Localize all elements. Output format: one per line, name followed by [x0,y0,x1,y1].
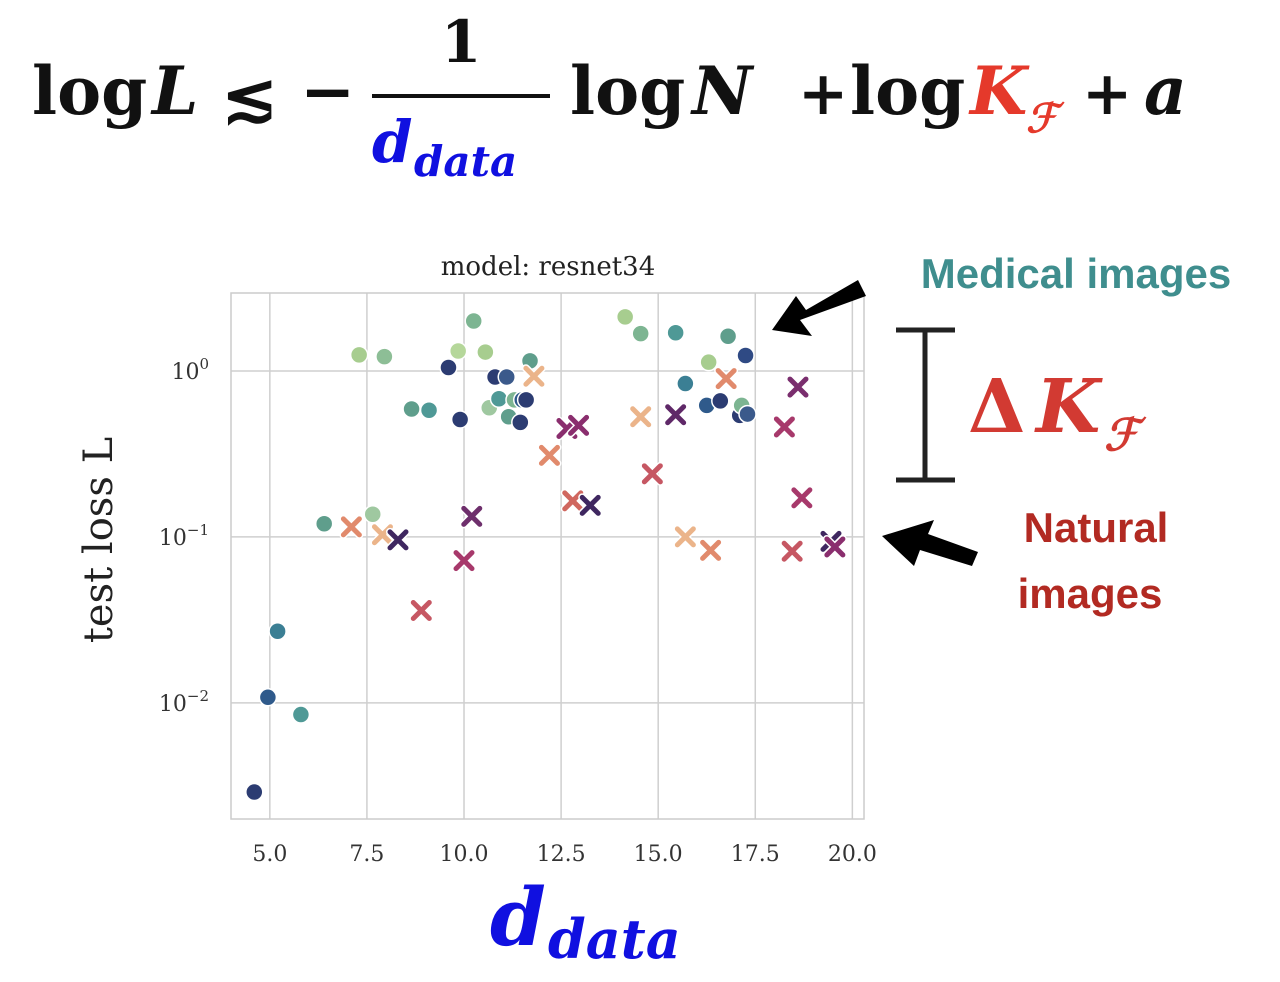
y-tick-label: 100 [171,355,209,385]
medical-arrow-icon [772,280,866,336]
circle-point [666,323,685,342]
y-tick-label: 10−2 [159,687,209,717]
x-point [410,600,432,622]
circle-point [450,410,470,429]
x-point [824,536,846,558]
x-point [630,406,652,428]
x-point [562,490,584,512]
circle-point [699,352,718,372]
equation-lhs-var: L [150,52,198,130]
circle-point [245,782,264,802]
resnet34-scatter-figure: 5.0 7.5 10.0 12.5 15.0 17.5 20.0 100 10−1 10−2 mo… [76,250,1231,971]
x-point [773,416,795,438]
circle-point [291,705,311,724]
x-point [523,365,545,387]
equation-plus-1: + [798,59,848,129]
delta-k-sub: ℱ [1104,410,1147,461]
x-point [715,368,737,390]
x-point [538,444,560,466]
data-points [245,307,847,802]
plot-grid [231,293,864,819]
x-axis-label-main: d [490,870,546,964]
delta-k-var: K [1034,364,1103,450]
natural-images-label-line1: Natural [1024,504,1169,551]
circle-point [419,400,439,420]
delta-bracket [896,327,955,483]
circle-point [448,341,468,361]
x-point [387,529,409,551]
equation-denominator-d: d [372,108,413,176]
chart-title: model: resnet34 [441,252,656,282]
delta-symbol: Δ [968,364,1025,450]
circle-point [615,307,635,327]
x-point [791,487,813,509]
circle-point [258,688,278,707]
circle-point [402,399,421,419]
circle-point [464,311,483,331]
equation-lhs-log: log [32,52,147,130]
x-tick-label: 17.5 [731,842,780,867]
natural-images-label-line2: images [1018,570,1163,617]
x-axis-label-sub: data [548,907,681,971]
equation-minus: − [300,52,355,130]
circle-point [516,390,536,410]
circle-point [363,504,382,524]
equation-log-n: log [570,52,685,130]
circle-point [738,404,757,424]
natural-arrow-icon [882,520,978,566]
x-point [453,550,475,572]
equation-relation: ≲ [222,58,277,136]
circle-point [476,342,495,362]
y-axis-label: test loss L [76,437,122,643]
x-point [665,404,687,426]
equation-plus-2: + [1082,59,1132,129]
plot-frame [230,292,865,820]
equation-n-var: N [690,52,755,130]
circle-point [489,389,509,409]
x-tick-label: 7.5 [349,842,384,867]
x-point [674,526,696,548]
circle-point [511,413,530,432]
circle-point [268,622,287,641]
circle-point [711,391,730,411]
equation-k-var: K [968,52,1030,130]
equation-k-sub: ℱ [1026,95,1065,142]
equation-log-k: log [850,52,965,130]
equation-a-var: a [1144,52,1187,130]
scaling-law-equation: log L ≲ − 1 d data log N + log K ℱ + a [32,8,1187,186]
x-tick-label: 5.0 [252,842,287,867]
y-tick-label: 10−1 [159,521,209,551]
medical-images-label: Medical images [921,250,1231,297]
circle-point [718,326,738,346]
x-point [568,414,590,436]
x-tick-label: 12.5 [537,842,586,867]
circle-point [439,358,458,377]
tick-labels: 5.0 7.5 10.0 12.5 15.0 17.5 20.0 100 10−1 10−2 [159,355,877,867]
x-tick-label: 15.0 [634,842,683,867]
x-point [781,540,803,562]
circle-point [497,367,516,387]
x-point [700,539,722,561]
x-point [787,376,809,398]
circle-point [314,514,334,534]
equation-denominator-sub: data [414,137,517,186]
x-point [461,505,483,527]
circle-point [676,374,695,393]
x-point [340,516,362,538]
circle-point [349,345,369,365]
circle-point [736,346,755,365]
x-point [641,463,663,485]
x-point [579,494,601,516]
x-tick-label: 20.0 [828,842,877,867]
circle-point [375,347,394,366]
equation-numerator: 1 [441,8,481,76]
circle-point [631,324,650,343]
x-tick-label: 10.0 [440,842,489,867]
